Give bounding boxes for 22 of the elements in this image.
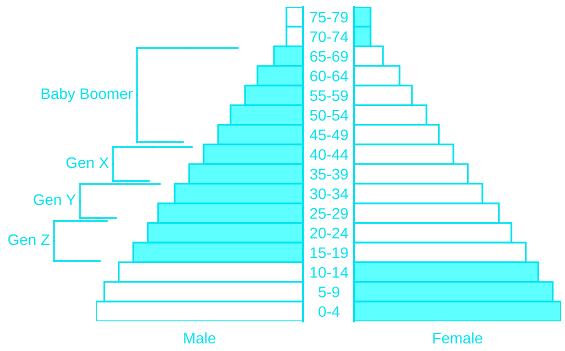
y-tick-label: 55-59 [310,90,348,102]
y-tick-label: 20-24 [310,228,348,238]
y-tick-label: 50-54 [310,110,348,121]
y-tick-label: 10-14 [310,266,348,278]
y-tick-label: 15-19 [310,247,348,258]
y-tick-label: 75-79 [310,12,348,23]
y-tick-label: 0-4 [318,306,340,318]
y-tick-label: 60-64 [310,70,348,82]
y-tick-label: 35-39 [310,168,348,180]
text: Gen Z [8,234,50,246]
y-tick-label: 30-34 [310,188,348,200]
x-axis-title: Female [433,332,482,344]
y-tick-label: 25-29 [310,208,348,219]
annotation: Gen X [66,157,109,168]
y-tick-label: 45-49 [310,130,348,140]
x-axis-title: Male [184,332,216,344]
y-tick-label: 65-69 [310,50,348,62]
annotation: Baby Boomer [42,88,133,102]
y-tick-label: 70-74 [310,31,348,42]
text: Gen Y [34,194,76,206]
y-tick-label: 5-9 [318,286,340,298]
y-tick-label: 40-44 [310,149,348,160]
